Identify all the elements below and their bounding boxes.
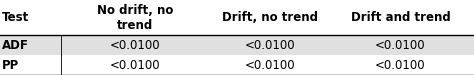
Text: PP: PP (2, 59, 19, 72)
Text: <0.0100: <0.0100 (245, 59, 295, 72)
Bar (0, 35, 474, 55)
Text: <0.0100: <0.0100 (110, 39, 160, 52)
Bar (0, 55, 474, 75)
Text: <0.0100: <0.0100 (110, 59, 160, 72)
Text: <0.0100: <0.0100 (375, 59, 426, 72)
Text: Drift, no trend: Drift, no trend (222, 11, 318, 24)
Text: No drift, no
trend: No drift, no trend (97, 4, 173, 32)
Text: <0.0100: <0.0100 (245, 39, 295, 52)
Bar (0, 0, 474, 35)
Text: Drift and trend: Drift and trend (351, 11, 450, 24)
Text: ADF: ADF (2, 39, 29, 52)
Text: Test: Test (2, 11, 29, 24)
Text: <0.0100: <0.0100 (375, 39, 426, 52)
